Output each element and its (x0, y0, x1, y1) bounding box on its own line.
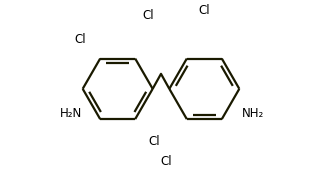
Text: Cl: Cl (148, 135, 160, 149)
Text: NH₂: NH₂ (242, 107, 264, 120)
Text: H₂N: H₂N (60, 107, 82, 120)
Text: Cl: Cl (160, 155, 172, 169)
Text: Cl: Cl (198, 4, 210, 17)
Text: Cl: Cl (143, 9, 154, 22)
Text: Cl: Cl (74, 33, 86, 45)
